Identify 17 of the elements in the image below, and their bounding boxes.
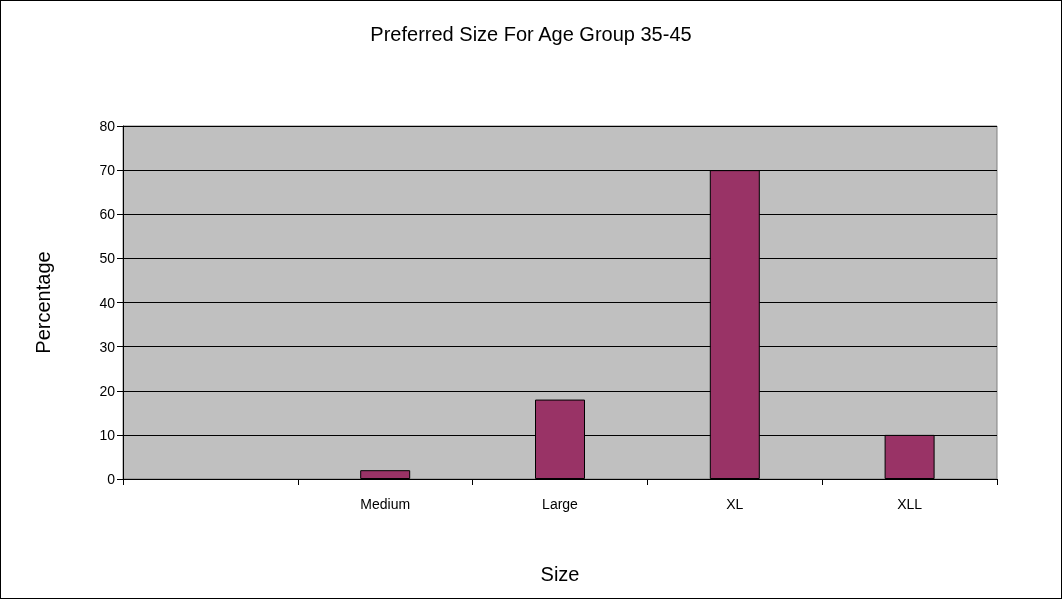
y-tick-label: 50 bbox=[99, 250, 116, 267]
y-axis-title: Percentage bbox=[32, 251, 54, 354]
y-tick-label: 20 bbox=[99, 382, 116, 399]
x-tick-label: XLL bbox=[897, 496, 923, 512]
y-tick-label: 30 bbox=[99, 338, 116, 355]
y-tick-label: 40 bbox=[99, 294, 116, 311]
y-tick-label: 0 bbox=[107, 471, 116, 487]
y-tick-label: 80 bbox=[99, 118, 116, 134]
bar bbox=[360, 470, 411, 479]
y-tick-label: 70 bbox=[99, 162, 116, 179]
y-tick-label: 60 bbox=[99, 206, 116, 223]
x-tick-label: XL bbox=[726, 496, 744, 512]
x-tick-label: Large bbox=[542, 496, 579, 512]
x-axis-title: Size bbox=[540, 563, 580, 585]
x-tick-label: Medium bbox=[360, 496, 411, 512]
y-tick-label: 10 bbox=[99, 426, 116, 443]
chart-title: Preferred Size For Age Group 35-45 bbox=[370, 23, 692, 45]
